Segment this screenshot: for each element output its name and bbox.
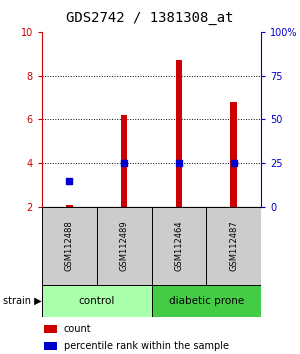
Bar [152,207,206,285]
Text: GDS2742 / 1381308_at: GDS2742 / 1381308_at [66,11,234,25]
Text: GSM112488: GSM112488 [65,221,74,272]
Bar [121,115,128,207]
Text: diabetic prone: diabetic prone [169,296,244,306]
Bar [42,207,97,285]
Text: GSM112487: GSM112487 [229,221,238,272]
Bar [230,102,237,207]
Text: strain ▶: strain ▶ [3,296,42,306]
Bar [97,207,152,285]
Bar [176,60,182,207]
Point [67,178,72,184]
Bar [42,285,152,317]
Text: percentile rank within the sample: percentile rank within the sample [64,341,229,351]
Text: count: count [64,324,92,334]
Point [176,160,181,166]
Bar [66,205,73,207]
Bar [44,325,57,333]
Point [231,160,236,166]
Point [122,160,127,166]
Text: GSM112464: GSM112464 [174,221,183,272]
Bar [152,285,261,317]
Bar [206,207,261,285]
Text: control: control [79,296,115,306]
Text: GSM112489: GSM112489 [120,221,129,272]
Bar [44,342,57,350]
